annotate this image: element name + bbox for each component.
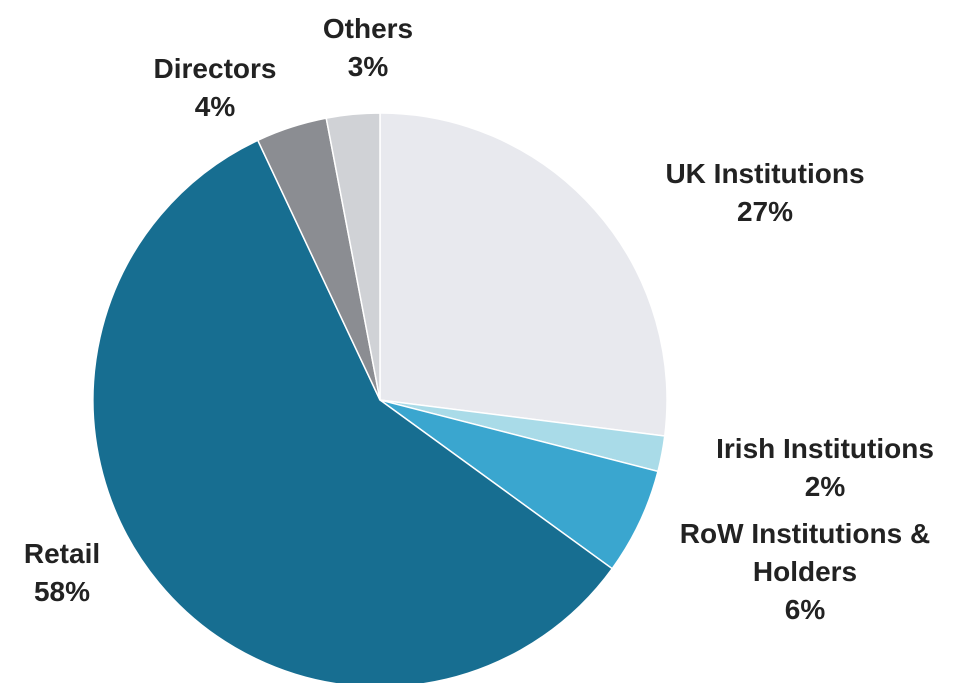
category-label: RoW Institutions & Holders (679, 518, 931, 587)
category-label: UK Institutions (665, 158, 865, 189)
category-label: Others (322, 13, 414, 44)
value-label: 27% (736, 196, 794, 227)
value-label: 2% (804, 471, 846, 502)
category-label: Retail (23, 538, 101, 569)
slice-label: Directors 4% (135, 50, 295, 126)
slice-label: UK Institutions 27% (615, 155, 915, 231)
value-label: 3% (347, 51, 389, 82)
value-label: 4% (194, 91, 236, 122)
slice-label: Irish Institutions 2% (685, 430, 965, 506)
slice-label: RoW Institutions & Holders 6% (655, 515, 955, 629)
category-label: Directors (153, 53, 277, 84)
value-label: 58% (33, 576, 91, 607)
pie-slice (379, 112, 668, 437)
category-label: Irish Institutions (716, 433, 934, 464)
slice-label: Retail 58% (2, 535, 122, 611)
slice-label: Others 3% (298, 10, 438, 86)
value-label: 6% (784, 594, 826, 625)
pie-slice (325, 112, 381, 401)
pie-slice (92, 139, 614, 683)
